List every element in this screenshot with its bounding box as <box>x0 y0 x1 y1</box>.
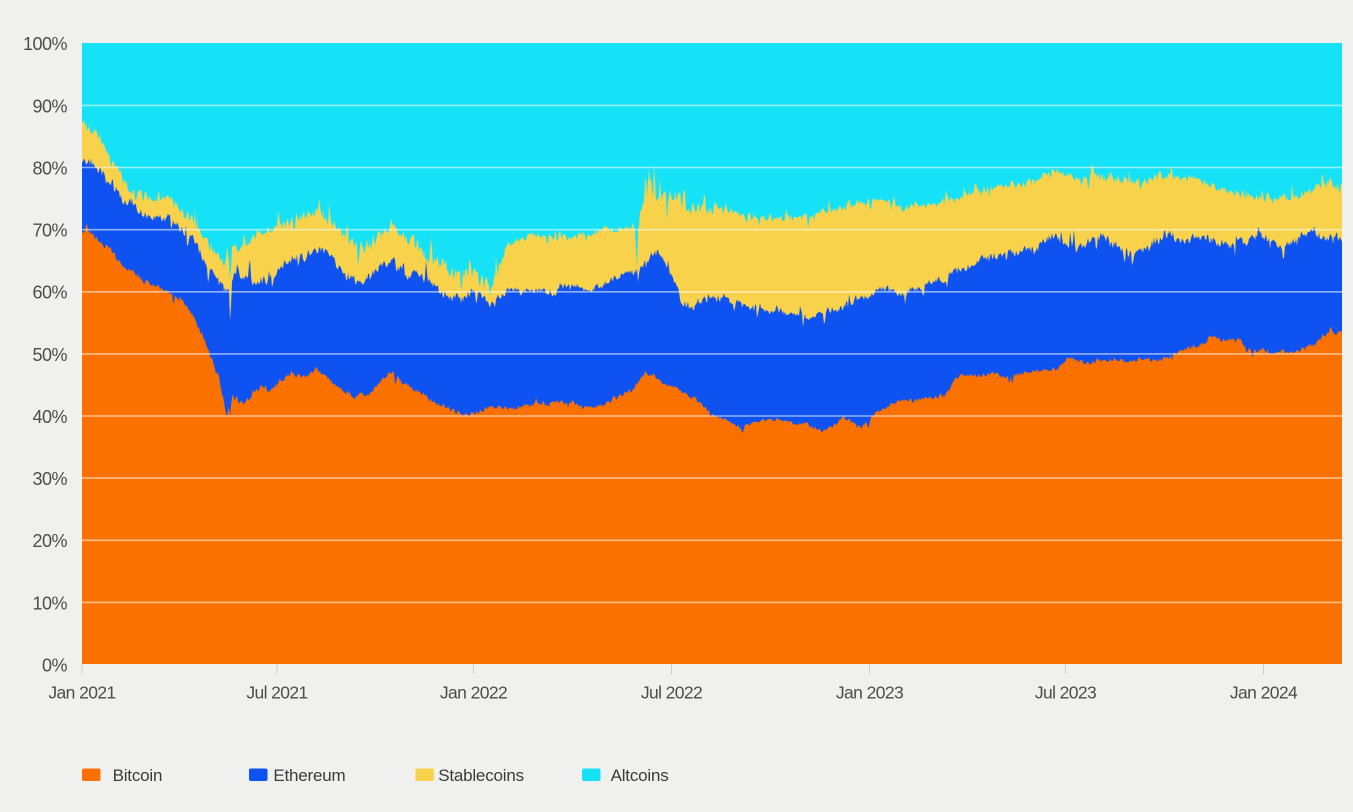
svg-text:90%: 90% <box>32 96 67 116</box>
svg-text:60%: 60% <box>32 283 67 303</box>
svg-text:50%: 50% <box>32 345 67 365</box>
svg-text:Altcoins: Altcoins <box>611 766 669 785</box>
svg-text:70%: 70% <box>32 221 67 241</box>
svg-text:Jul 2023: Jul 2023 <box>1035 683 1096 703</box>
svg-text:Jan 2024: Jan 2024 <box>1230 683 1298 703</box>
svg-text:40%: 40% <box>32 407 67 427</box>
svg-text:10%: 10% <box>32 593 67 613</box>
svg-text:Jan 2021: Jan 2021 <box>48 683 115 703</box>
svg-text:Jul 2022: Jul 2022 <box>641 683 702 703</box>
svg-text:Jan 2023: Jan 2023 <box>836 683 903 703</box>
svg-text:30%: 30% <box>32 469 67 489</box>
svg-text:Jul 2021: Jul 2021 <box>246 683 307 703</box>
svg-text:Ethereum: Ethereum <box>273 766 345 785</box>
svg-text:100%: 100% <box>23 34 68 54</box>
svg-text:0%: 0% <box>42 655 68 675</box>
svg-text:Bitcoin: Bitcoin <box>113 766 163 785</box>
svg-text:20%: 20% <box>32 531 67 551</box>
svg-text:80%: 80% <box>32 158 67 178</box>
svg-text:Stablecoins: Stablecoins <box>438 766 524 785</box>
svg-text:Jan 2022: Jan 2022 <box>440 683 507 703</box>
